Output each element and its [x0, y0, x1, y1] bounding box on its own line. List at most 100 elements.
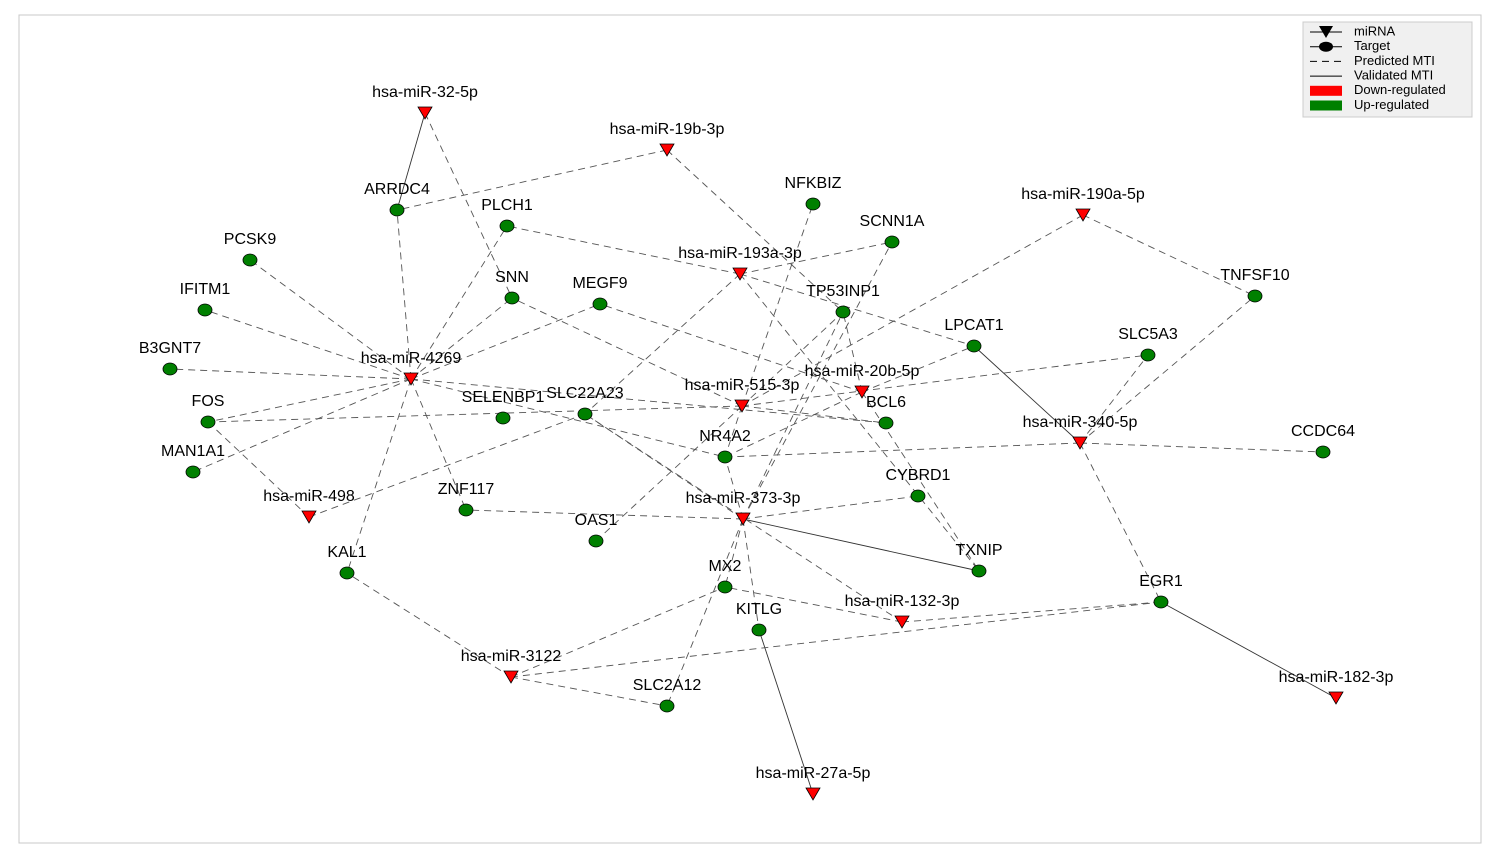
- node-label: CCDC64: [1291, 423, 1355, 440]
- edge: [1160, 601, 1337, 699]
- node-label: ARRDC4: [364, 181, 430, 198]
- edge: [724, 391, 863, 458]
- edge: [741, 354, 1149, 407]
- edge: [169, 368, 412, 380]
- target-node: [588, 534, 604, 548]
- edge: [758, 629, 814, 795]
- edge: [510, 601, 1162, 678]
- target-node: [499, 219, 515, 233]
- node-label: BCL6: [866, 394, 906, 411]
- legend-label: Predicted MTI: [1354, 53, 1435, 68]
- edges: [169, 112, 1337, 795]
- node-label: NR4A2: [699, 428, 751, 445]
- mirna-node: [1075, 208, 1091, 222]
- edge: [973, 345, 1081, 444]
- node-label: KAL1: [327, 544, 366, 561]
- nodes: hsa-miR-32-5p hsa-miR-19b-3p hsa-miR-190a-…: [139, 84, 1393, 801]
- node-label: TXNIP: [955, 542, 1002, 559]
- mirna-node: [732, 267, 748, 281]
- edge: [308, 413, 586, 518]
- legend-label: Down-regulated: [1354, 82, 1446, 97]
- node-label: LPCAT1: [944, 317, 1003, 334]
- edge: [742, 518, 760, 631]
- edge: [510, 676, 668, 707]
- edge: [742, 495, 919, 520]
- edge: [666, 149, 844, 313]
- target-node: [751, 623, 767, 637]
- node-label: B3GNT7: [139, 340, 201, 357]
- edge: [724, 405, 743, 458]
- edge: [192, 378, 412, 473]
- node-label: hsa-miR-20b-5p: [805, 363, 920, 380]
- mirna-node: [301, 510, 317, 524]
- edge: [410, 303, 601, 380]
- edge: [410, 378, 887, 424]
- target-node: [835, 305, 851, 319]
- mirna-node: [503, 670, 519, 684]
- mirna-node: [894, 615, 910, 629]
- legend-symbol: [1319, 41, 1333, 52]
- legend-symbol: [1319, 26, 1333, 38]
- node-label: hsa-miR-32-5p: [372, 84, 478, 101]
- target-node: [966, 339, 982, 353]
- edge: [410, 378, 726, 458]
- node-label: MEGF9: [572, 275, 627, 292]
- node-label: hsa-miR-19b-3p: [610, 121, 725, 138]
- node-label: SLC2A12: [633, 677, 702, 694]
- edge: [742, 311, 844, 520]
- legend-label: Up-regulated: [1354, 97, 1429, 112]
- edge: [724, 442, 1081, 458]
- edge: [410, 297, 513, 380]
- node-label: SLC22A23: [546, 385, 623, 402]
- edge: [861, 345, 975, 393]
- mirna-node: [417, 106, 433, 120]
- edge: [424, 112, 513, 299]
- edge: [724, 586, 903, 623]
- node-label: hsa-miR-193a-3p: [678, 245, 802, 262]
- mirna-node: [734, 399, 750, 413]
- edge: [249, 259, 412, 380]
- node-label: SELENBP1: [462, 389, 545, 406]
- edge: [739, 273, 975, 347]
- node-label: OAS1: [575, 512, 618, 529]
- node-label: TNFSF10: [1220, 267, 1289, 284]
- target-node: [1315, 445, 1331, 459]
- edge: [1079, 442, 1162, 603]
- target-node: [884, 235, 900, 249]
- target-node: [717, 450, 733, 464]
- node-label: PCSK9: [224, 231, 277, 248]
- node-label: hsa-miR-4269: [361, 350, 462, 367]
- node-label: hsa-miR-515-3p: [685, 377, 800, 394]
- node-label: hsa-miR-373-3p: [686, 490, 801, 507]
- edge: [396, 112, 426, 211]
- edge: [724, 518, 744, 588]
- node-label: NFKBIZ: [785, 175, 842, 192]
- target-node: [805, 197, 821, 211]
- edge: [207, 405, 743, 423]
- mirna-node: [659, 143, 675, 157]
- target-node: [971, 564, 987, 578]
- edge: [739, 241, 893, 275]
- target-node: [717, 580, 733, 594]
- node-label: hsa-miR-3122: [461, 648, 562, 665]
- edge: [584, 413, 903, 623]
- node-label: CYBRD1: [886, 467, 951, 484]
- target-node: [878, 416, 894, 430]
- node-label: KITLG: [736, 601, 782, 618]
- mirna-node: [854, 385, 870, 399]
- legend-label: Target: [1354, 38, 1391, 53]
- target-node: [910, 489, 926, 503]
- edge: [1079, 295, 1256, 444]
- node-label: FOS: [192, 393, 225, 410]
- node-label: hsa-miR-132-3p: [845, 593, 960, 610]
- target-node: [389, 203, 405, 217]
- target-node: [185, 465, 201, 479]
- node-label: ZNF117: [438, 481, 495, 498]
- target-node: [339, 566, 355, 580]
- target-node: [1247, 289, 1263, 303]
- edge: [741, 311, 844, 407]
- edge: [584, 413, 744, 520]
- target-node: [495, 411, 511, 425]
- target-node: [242, 253, 258, 267]
